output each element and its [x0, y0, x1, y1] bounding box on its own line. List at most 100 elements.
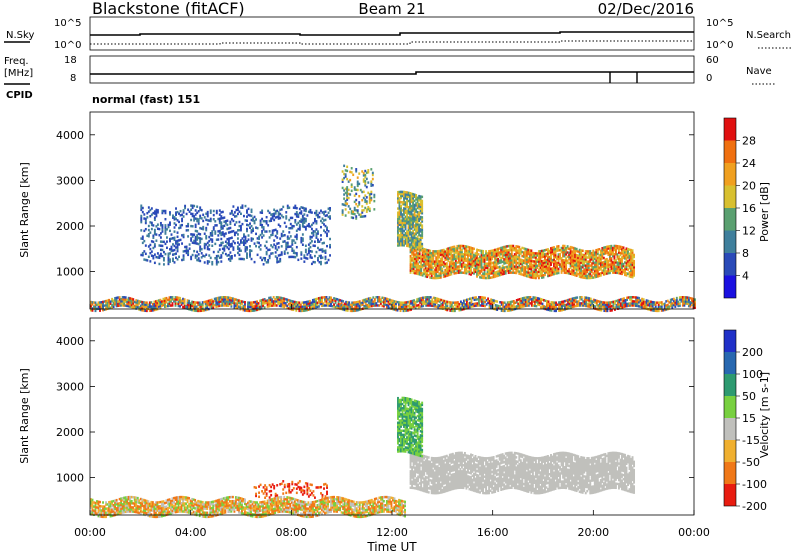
data-cell: [497, 306, 500, 310]
data-cell: [433, 268, 436, 272]
data-cell: [527, 258, 530, 262]
data-cell: [631, 271, 634, 275]
data-cell: [246, 215, 248, 218]
data-cell: [416, 231, 419, 234]
data-cell: [525, 260, 528, 263]
data-cell: [384, 297, 387, 300]
data-cell: [474, 268, 477, 272]
data-cell: [343, 172, 346, 176]
data-cell: [242, 306, 245, 310]
data-cell: [249, 255, 251, 258]
data-cell: [324, 249, 327, 252]
data-cell: [471, 259, 474, 262]
data-cell: [398, 237, 401, 241]
data-cell: [400, 200, 402, 204]
data-cell: [221, 210, 224, 214]
data-cell: [146, 259, 149, 262]
data-cell: [451, 262, 454, 265]
data-cell: [393, 302, 396, 305]
data-cell: [435, 260, 438, 263]
data-cell: [407, 216, 410, 219]
data-cell: [315, 250, 318, 254]
data-cell: [169, 260, 171, 263]
data-cell: [471, 251, 474, 254]
data-cell: [403, 192, 405, 196]
data-cell: [433, 264, 436, 267]
data-cell: [522, 267, 525, 271]
data-cell: [279, 253, 282, 257]
data-cell: [572, 248, 575, 252]
data-cell: [218, 298, 221, 302]
data-cell: [474, 258, 477, 261]
data-cell: [159, 304, 162, 308]
data-cell: [166, 228, 168, 231]
data-cell: [568, 300, 571, 303]
data-cell: [533, 264, 536, 267]
data-cell: [97, 305, 100, 308]
data-cell: [586, 276, 589, 280]
data-cell: [348, 305, 351, 308]
data-cell: [537, 250, 540, 253]
data-cell: [263, 298, 266, 301]
data-cell: [400, 209, 402, 212]
data-cell: [531, 276, 534, 279]
data-cell: [408, 306, 411, 310]
data-cell: [542, 269, 545, 273]
data-cell: [220, 223, 223, 226]
data-cell: [339, 307, 342, 310]
data-cell: [641, 305, 644, 309]
data-cell: [580, 271, 583, 275]
data-cell: [424, 275, 427, 278]
data-cell: [477, 271, 480, 275]
data-cell: [521, 265, 524, 268]
data-cell: [507, 261, 510, 264]
data-cell: [439, 272, 442, 275]
data-cell: [403, 217, 405, 220]
data-cell: [411, 301, 414, 305]
data-cell: [274, 298, 277, 301]
data-cell: [540, 251, 543, 255]
data-cell: [433, 276, 436, 280]
data-cell: [569, 264, 572, 267]
data-cell: [115, 296, 118, 300]
data-cell: [654, 303, 657, 306]
data-cell: [498, 267, 501, 271]
data-cell: [173, 261, 176, 264]
data-cell: [175, 223, 177, 227]
data-cell: [143, 217, 146, 220]
data-cell: [258, 237, 261, 241]
data-cell: [584, 272, 587, 276]
data-cell: [290, 302, 293, 305]
data-cell: [554, 266, 557, 269]
data-cell: [519, 250, 522, 253]
data-cell: [448, 267, 451, 270]
data-cell: [540, 274, 543, 277]
data-cell: [612, 306, 615, 310]
data-cell: [404, 205, 407, 208]
data-cell: [549, 309, 551, 312]
data-cell: [310, 301, 313, 304]
data-cell: [610, 267, 613, 270]
data-cell: [198, 301, 201, 304]
data-cell: [410, 243, 413, 247]
data-cell: [633, 296, 636, 299]
data-cell: [579, 302, 582, 305]
nsky-bottom-tick: 10^0: [54, 40, 81, 51]
data-cell: [474, 256, 477, 259]
data-cell: [574, 251, 577, 254]
data-cell: [149, 251, 152, 255]
data-cell: [470, 246, 472, 250]
data-cell: [624, 305, 627, 308]
data-cell: [610, 246, 613, 250]
data-cell: [509, 244, 512, 248]
data-cell: [401, 209, 404, 212]
data-cell: [663, 308, 666, 312]
data-cell: [390, 305, 393, 308]
data-cell: [298, 303, 301, 306]
data-cell: [310, 250, 313, 253]
data-cell: [159, 240, 162, 243]
data-cell: [365, 177, 368, 181]
data-cell: [583, 260, 586, 263]
data-cell: [278, 304, 281, 308]
data-cell: [229, 245, 232, 248]
